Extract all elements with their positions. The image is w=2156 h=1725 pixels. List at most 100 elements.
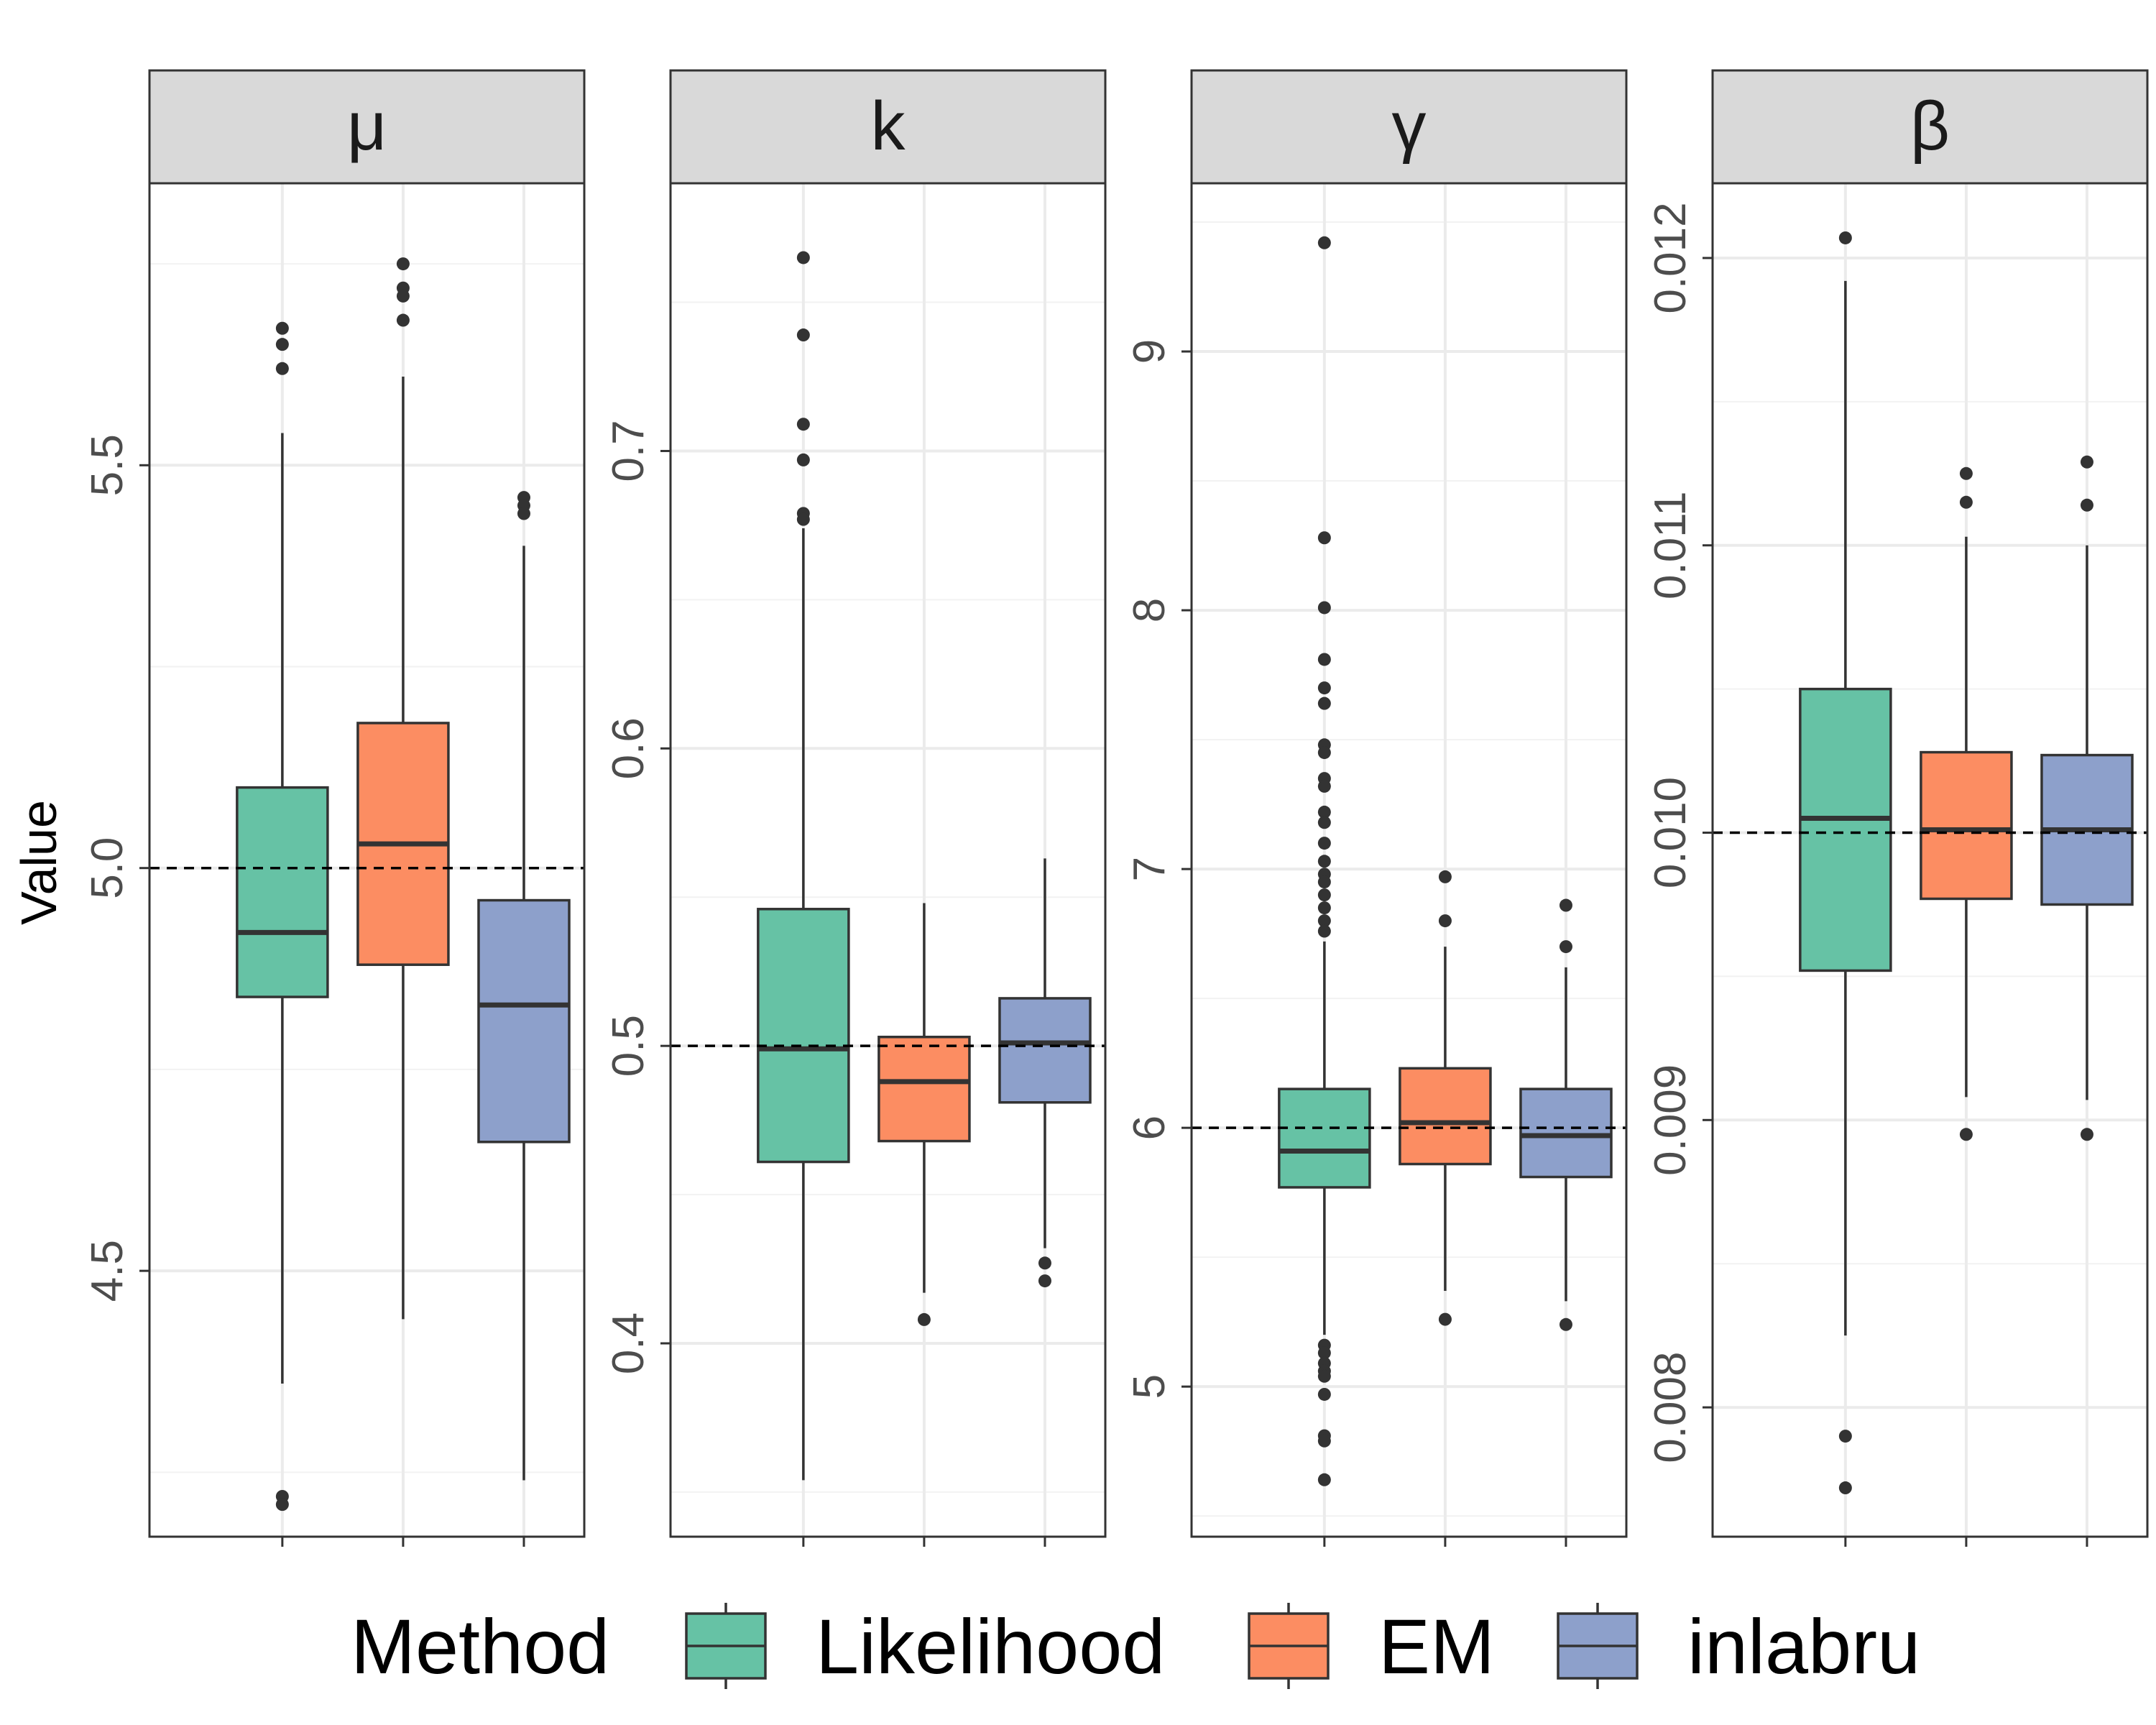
strip-label: β	[1910, 88, 1950, 165]
y-tick-label: 0.009	[1646, 1064, 1695, 1176]
strip-label: μ	[347, 88, 387, 165]
outlier-point	[796, 328, 810, 342]
outlier-point	[275, 1498, 289, 1512]
outlier-point	[1317, 531, 1331, 545]
outlier-point	[1317, 601, 1331, 615]
outlier-point	[1317, 855, 1331, 868]
legend-label: Likelihood	[816, 1603, 1165, 1690]
outlier-point	[1317, 805, 1331, 819]
box-likelihood	[236, 321, 329, 1512]
iqr-box	[1920, 750, 2013, 901]
strip-background	[1190, 69, 1628, 185]
iqr-box	[477, 898, 571, 1144]
strip-label: k	[871, 88, 906, 165]
box-inlabru	[2040, 455, 2134, 1141]
box-em	[877, 903, 971, 1326]
panel-background	[1192, 183, 1626, 1537]
outlier-point	[1317, 816, 1331, 829]
outlier-point	[1838, 1481, 1852, 1495]
legend-title: Method	[351, 1603, 609, 1690]
box-em	[356, 257, 450, 1320]
outlier-point	[1317, 924, 1331, 938]
outlier-point	[1317, 236, 1331, 249]
outlier-point	[1317, 914, 1331, 928]
y-tick-label: 0.008	[1646, 1352, 1695, 1463]
iqr-box	[877, 1035, 971, 1143]
facet-panel-3: γ 5 6 7 8 9	[1125, 69, 1628, 1547]
strip-background	[1711, 69, 2149, 185]
outlier-point	[275, 321, 289, 335]
outlier-point	[1438, 1312, 1452, 1326]
y-axis-title: Value	[11, 800, 67, 925]
outlier-point	[1317, 888, 1331, 902]
outlier-point	[796, 453, 810, 466]
outlier-point	[1559, 898, 1572, 912]
outlier-point	[1838, 231, 1852, 244]
facet-panels: μ 4.5 5.0 5.5 k 0.4 0.5 0.6 0.7 γ 5 6 7 8 9 β 0.008 0.009…	[83, 69, 2149, 1547]
y-tick-label: 0.011	[1646, 491, 1695, 599]
box-inlabru	[998, 858, 1092, 1288]
facet-panel-1: μ 4.5 5.0 5.5	[83, 69, 586, 1547]
iqr-box	[236, 786, 329, 998]
outlier-point	[1438, 914, 1452, 928]
box-likelihood	[757, 251, 850, 1481]
y-tick-label: 0.6	[604, 717, 653, 779]
outlier-point	[1959, 466, 1973, 480]
outlier-point	[1317, 1434, 1331, 1448]
outlier-point	[1838, 1430, 1852, 1443]
box-inlabru	[1519, 898, 1613, 1331]
outlier-point	[796, 251, 810, 264]
facet-panel-2: k 0.4 0.5 0.6 0.7	[604, 69, 1107, 1547]
outlier-point	[2080, 455, 2093, 469]
outlier-point	[1317, 837, 1331, 850]
iqr-box	[757, 908, 850, 1164]
strip-background	[669, 69, 1107, 185]
y-tick-label: 5.0	[83, 837, 132, 899]
box-em	[1920, 466, 2013, 1141]
legend-label: EM	[1378, 1603, 1495, 1690]
box-inlabru	[477, 491, 571, 1481]
panel-background	[671, 183, 1105, 1537]
outlier-point	[1959, 495, 1973, 509]
outlier-point	[1317, 1387, 1331, 1401]
outlier-point	[1317, 779, 1331, 793]
outlier-point	[1959, 1128, 1973, 1141]
y-tick-label: 0.5	[604, 1015, 653, 1077]
outlier-point	[1038, 1256, 1051, 1270]
outlier-point	[1317, 875, 1331, 889]
iqr-box	[1799, 687, 1892, 972]
outlier-point	[1438, 870, 1452, 883]
strip-label: γ	[1392, 88, 1427, 165]
iqr-box	[1278, 1087, 1371, 1189]
outlier-point	[1317, 681, 1331, 695]
outlier-point	[396, 257, 410, 271]
outlier-point	[1317, 1473, 1331, 1486]
outlier-point	[1317, 746, 1331, 760]
y-tick-label: 7	[1125, 857, 1174, 881]
y-tick-label: 6	[1125, 1116, 1174, 1140]
outlier-point	[1317, 1369, 1331, 1383]
iqr-box	[1399, 1067, 1492, 1166]
outlier-point	[1559, 940, 1572, 954]
y-tick-label: 0.010	[1646, 777, 1695, 888]
outlier-point	[1317, 653, 1331, 666]
outlier-point	[796, 512, 810, 526]
outlier-point	[2080, 498, 2093, 512]
outlier-point	[1317, 696, 1331, 710]
legend: Method Likelihood EM inlabru	[351, 1603, 1920, 1690]
y-tick-label: 5.5	[83, 434, 132, 496]
y-tick-label: 4.5	[83, 1240, 132, 1302]
box-likelihood	[1278, 236, 1371, 1486]
outlier-point	[1317, 901, 1331, 915]
strip-background	[148, 69, 586, 185]
box-em	[1399, 870, 1492, 1326]
outlier-point	[396, 313, 410, 327]
y-tick-label: 0.4	[604, 1312, 653, 1374]
iqr-box	[998, 997, 1092, 1104]
outlier-point	[275, 362, 289, 375]
outlier-point	[796, 418, 810, 431]
legend-item-inlabru: inlabru	[1557, 1603, 1920, 1690]
outlier-point	[396, 289, 410, 303]
box-likelihood	[1799, 231, 1892, 1495]
